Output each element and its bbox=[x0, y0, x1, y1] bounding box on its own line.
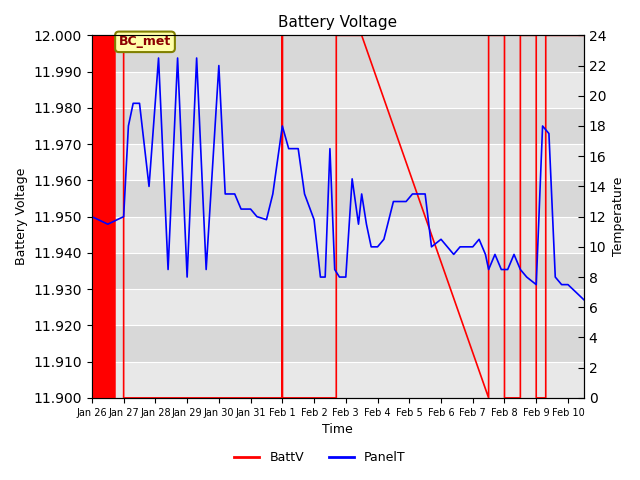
Legend: BattV, PanelT: BattV, PanelT bbox=[229, 446, 411, 469]
Y-axis label: Temperature: Temperature bbox=[612, 177, 625, 256]
Bar bbox=[92, 108, 584, 144]
Bar bbox=[92, 216, 584, 253]
Bar bbox=[92, 289, 584, 325]
Bar bbox=[92, 36, 584, 72]
Text: BC_met: BC_met bbox=[119, 36, 171, 48]
Bar bbox=[92, 253, 584, 289]
Title: Battery Voltage: Battery Voltage bbox=[278, 15, 397, 30]
Bar bbox=[92, 325, 584, 361]
Y-axis label: Battery Voltage: Battery Voltage bbox=[15, 168, 28, 265]
Bar bbox=[92, 180, 584, 216]
Bar bbox=[92, 361, 584, 398]
X-axis label: Time: Time bbox=[323, 423, 353, 436]
Bar bbox=[92, 144, 584, 180]
Bar bbox=[92, 72, 584, 108]
